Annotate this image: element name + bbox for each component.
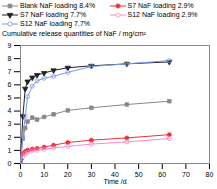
svg-text:70: 70 <box>182 171 190 178</box>
svg-text:1: 1 <box>8 147 12 154</box>
svg-text:3: 3 <box>8 120 12 127</box>
html-text:S12 NaF loading 7.7%: S12 NaF loading 7.7% <box>20 20 90 27</box>
svg-text:0: 0 <box>8 160 12 167</box>
svg-text:2: 2 <box>8 134 12 141</box>
html-text:S7 NaF loading 7.7%: S7 NaF loading 7.7% <box>20 11 87 18</box>
svg-text:20: 20 <box>64 171 72 178</box>
html-text:Blank NaF loading 8.4%: Blank NaF loading 8.4% <box>20 2 96 9</box>
svg-text:7: 7 <box>8 68 12 75</box>
svg-text:4: 4 <box>8 107 12 114</box>
svg-text:30: 30 <box>87 171 95 178</box>
svg-text:0: 0 <box>19 171 23 178</box>
svg-text:60: 60 <box>158 171 166 178</box>
svg-text:5: 5 <box>8 94 12 101</box>
html-text:Cumulative release quantities: Cumulative release quantities of NaF / m… <box>2 30 146 37</box>
svg-text:40: 40 <box>111 171 119 179</box>
svg-text:50: 50 <box>135 171 143 178</box>
html-text:S12 NaF loading 2.9%: S12 NaF loading 2.9% <box>127 11 198 18</box>
svg-text:6: 6 <box>8 81 12 88</box>
svg-text:80: 80 <box>206 171 214 178</box>
svg-text:10: 10 <box>40 171 48 178</box>
svg-text:9: 9 <box>8 42 12 49</box>
svg-text:8: 8 <box>8 55 12 62</box>
html-text:S7 NaF loading 2.9%: S7 NaF loading 2.9% <box>127 2 194 9</box>
svg-text:Time /d: Time /d <box>103 178 126 185</box>
